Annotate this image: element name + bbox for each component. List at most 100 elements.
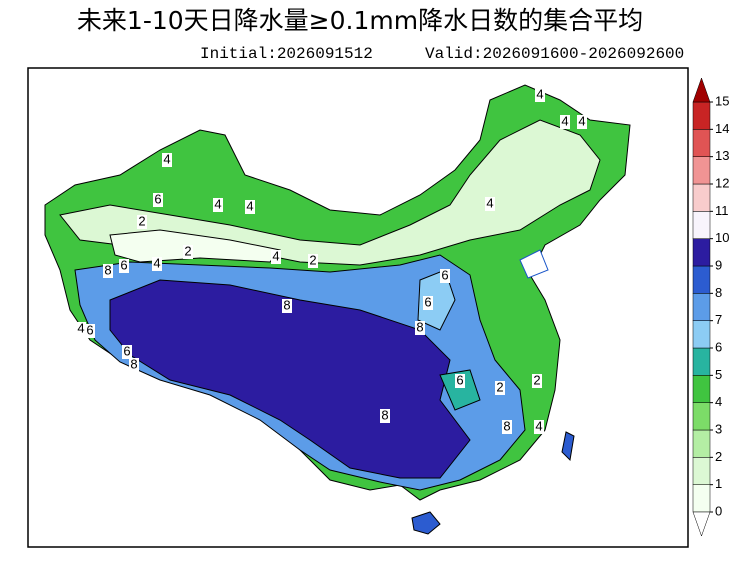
- colorbar-segment: [692, 293, 711, 321]
- contour-label-bg: [162, 153, 172, 167]
- contour-label: 8: [503, 418, 510, 433]
- contour-label: 2: [138, 213, 145, 228]
- contour-label-bg: [122, 345, 132, 359]
- contour-label-bg: [76, 322, 86, 336]
- colorbar-segment: [692, 429, 711, 458]
- contour-label-bg: [183, 245, 193, 259]
- colorbar-label: 2: [715, 449, 722, 464]
- contour-label-bg: [380, 409, 390, 423]
- colorbar-segment: [692, 375, 711, 403]
- contour-label-bg: [153, 193, 163, 207]
- taiwan: [561, 431, 575, 462]
- colorbar-segment: [692, 129, 711, 157]
- contour-label: 8: [104, 262, 111, 277]
- contour-label-bg: [271, 250, 281, 264]
- colorbar-segment: [692, 101, 711, 130]
- region-navy: [109, 279, 471, 479]
- colorbar-segment: [692, 457, 711, 485]
- colorbar-label: 12: [715, 175, 729, 190]
- colorbar-label: 4: [715, 394, 722, 409]
- contour-label-bg: [455, 374, 465, 388]
- contour-label-bg: [577, 115, 587, 129]
- contour-label-bg: [137, 215, 147, 229]
- contour-label-bg: [535, 88, 545, 102]
- contour-label-bg: [129, 358, 139, 372]
- colorbar-label: 5: [715, 367, 722, 382]
- contour-label: 4: [561, 113, 568, 128]
- contour-label-bg: [495, 381, 505, 395]
- contour-label: 4: [163, 151, 170, 166]
- colorbar-label: 0: [715, 503, 722, 518]
- contour-label: 2: [533, 372, 540, 387]
- contour-label: 2: [184, 243, 191, 258]
- colorbar-label: 1: [715, 476, 722, 491]
- colorbar-label: 3: [715, 421, 722, 436]
- title: 未来1-10天日降水量≥0.1mm降水日数的集合平均: [77, 6, 643, 35]
- initial-time: Initial:2026091512: [200, 45, 373, 63]
- colorbar-over: [692, 77, 711, 103]
- contour-label-bg: [534, 420, 544, 434]
- contour-label: 4: [272, 248, 279, 263]
- contour-label: 8: [283, 297, 290, 312]
- hainan: [411, 511, 441, 535]
- contour-label-bg: [85, 324, 95, 338]
- contour-label-bg: [415, 321, 425, 335]
- region-dry: [109, 229, 281, 263]
- colorbar-label: 11: [715, 203, 729, 218]
- contour-label: 2: [309, 252, 316, 267]
- colorbar-segment: [692, 484, 711, 513]
- contour-label: 4: [153, 255, 160, 270]
- contour-label: 4: [578, 113, 585, 128]
- colorbar-segment: [692, 347, 711, 376]
- contour-label-bg: [282, 299, 292, 313]
- colorbar-segment: [692, 265, 711, 294]
- colorbar-label: 8: [715, 285, 722, 300]
- contour-label-bg: [213, 198, 223, 212]
- contour-label-bg: [152, 257, 162, 271]
- contour-label: 4: [246, 198, 253, 213]
- colorbar-label: 15: [715, 93, 729, 108]
- contour-label: 2: [496, 379, 503, 394]
- colorbar-label: 7: [715, 312, 722, 327]
- colorbar-segment: [692, 211, 711, 239]
- colorbar-segment: [692, 238, 711, 267]
- contour-label-bg: [423, 296, 433, 310]
- contour-label: 6: [424, 294, 431, 309]
- colorbar-segment: [692, 402, 711, 431]
- contour-label: 6: [86, 322, 93, 337]
- valid-time: Valid:2026091600-2026092600: [425, 45, 684, 63]
- contour-label: 6: [123, 343, 130, 358]
- contour-label-bg: [485, 197, 495, 211]
- contour-label-bg: [103, 264, 113, 278]
- colorbar-segment: [692, 156, 711, 185]
- contour-label: 8: [416, 319, 423, 334]
- contour-label: 6: [441, 267, 448, 282]
- contour-label-bg: [560, 115, 570, 129]
- colorbar-under: [692, 511, 711, 537]
- contour-label: 6: [120, 257, 127, 272]
- contour-label-bg: [308, 254, 318, 268]
- colorbar-label: 14: [715, 121, 729, 136]
- contour-label: 6: [154, 191, 161, 206]
- contour-label: 8: [381, 407, 388, 422]
- contour-label-bg: [502, 420, 512, 434]
- colorbar-label: 9: [715, 257, 722, 272]
- contour-label: 6: [456, 372, 463, 387]
- colorbar-label: 13: [715, 148, 729, 163]
- region-teal: [439, 369, 481, 411]
- colorbar-segment: [692, 183, 711, 212]
- contour-label-bg: [440, 269, 450, 283]
- colorbar-segment: [692, 320, 711, 349]
- bohai-sea: [519, 249, 549, 279]
- contour-label: 4: [535, 418, 542, 433]
- contour-label-bg: [532, 374, 542, 388]
- contour-label: 4: [536, 86, 543, 101]
- contour-label-bg: [245, 200, 255, 214]
- contour-label: 4: [486, 195, 493, 210]
- contour-label-bg: [119, 259, 129, 273]
- contour-label: 4: [214, 196, 221, 211]
- colorbar-label: 6: [715, 339, 722, 354]
